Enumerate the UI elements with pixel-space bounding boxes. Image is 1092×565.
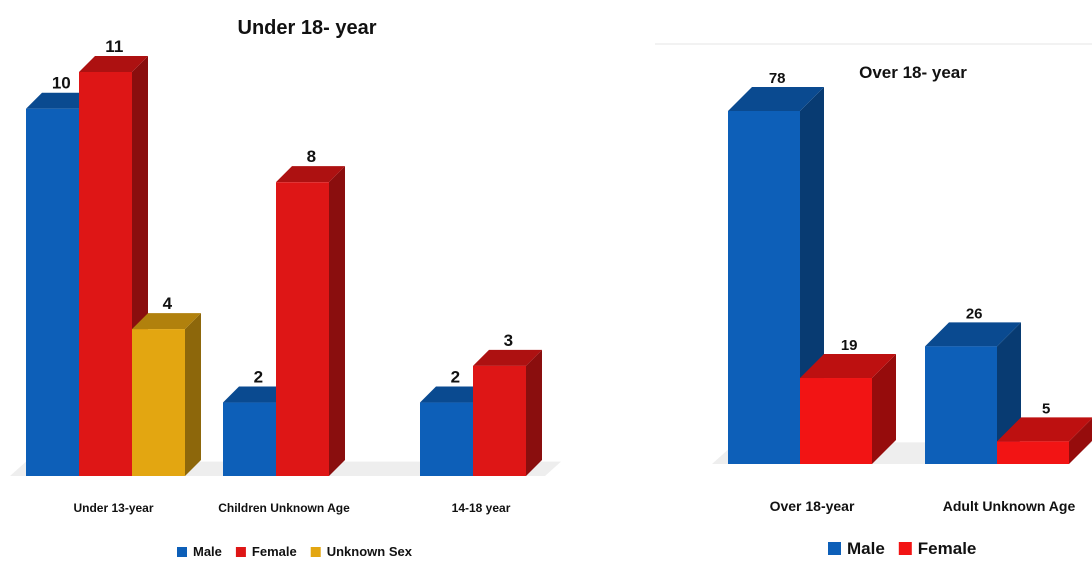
- legend-label: Female: [252, 544, 297, 559]
- bar-value-label: 3: [504, 331, 513, 350]
- bar-side: [872, 354, 896, 464]
- category-label: Over 18-year: [770, 498, 855, 514]
- bar-top: [420, 386, 489, 403]
- legend-item: Male: [828, 539, 885, 558]
- legend-swatch: [828, 542, 841, 555]
- bar-side: [329, 166, 345, 476]
- legend-label: Male: [193, 544, 222, 559]
- bar-top: [223, 386, 292, 403]
- bar-value-label: 11: [105, 37, 123, 56]
- bar-top: [728, 87, 824, 111]
- legend-swatch: [310, 547, 321, 557]
- bar: [800, 378, 872, 464]
- right-category-labels: Over 18-year Adult Unknown Age: [770, 498, 1076, 514]
- legend-item: Female: [898, 539, 977, 558]
- bar: [473, 365, 526, 476]
- bar-top: [132, 313, 201, 330]
- bar: [276, 182, 329, 476]
- bar-side: [526, 349, 542, 476]
- bar-value-label: 19: [841, 337, 858, 354]
- bar-top: [26, 92, 95, 109]
- bar-value-label: 2: [254, 368, 263, 387]
- left-legend: Male Female Unknown Sex: [177, 544, 413, 559]
- legend-item: Unknown Sex: [310, 544, 413, 559]
- bar: [79, 72, 132, 476]
- left-category-labels: Under 13-year Children Unknown Age 14-18 y…: [73, 501, 510, 515]
- category-label: Adult Unknown Age: [943, 498, 1076, 514]
- legend-swatch: [898, 542, 912, 555]
- bar-top: [800, 354, 896, 379]
- legend-label: Male: [847, 539, 885, 558]
- bar-top: [473, 349, 542, 366]
- bar-value-label: 78: [769, 70, 786, 87]
- legend-label: Female: [918, 539, 977, 558]
- right-chart-title: Over 18- year: [859, 63, 967, 82]
- right-legend: Male Female: [828, 539, 976, 558]
- category-label: Children Unknown Age: [218, 501, 350, 515]
- bar: [925, 346, 997, 464]
- bar-side: [185, 313, 201, 476]
- right-chart: Over 18- year 78 19 26 5 Over 18-year Adult …: [712, 63, 1092, 558]
- bar: [132, 329, 185, 476]
- bar-value-label: 10: [52, 74, 71, 93]
- right-bars: 78 19 26 5: [712, 70, 1092, 464]
- bar-group: 26 5: [925, 305, 1092, 464]
- bar: [26, 108, 79, 477]
- legend-item: Female: [235, 544, 297, 559]
- legend-swatch: [235, 547, 246, 557]
- bar-value-label: 26: [966, 305, 983, 322]
- bar-top: [79, 56, 148, 72]
- bar: [997, 441, 1069, 464]
- bar-group: 28: [223, 147, 345, 476]
- bar-top: [276, 166, 345, 183]
- bar: [728, 111, 800, 464]
- legend-swatch: [177, 547, 187, 557]
- legend-item: Male: [177, 544, 222, 559]
- bar-value-label: 5: [1042, 400, 1050, 417]
- category-label: 14-18 year: [452, 501, 511, 515]
- category-label: Under 13-year: [73, 501, 153, 515]
- bar-group: 23: [420, 331, 542, 476]
- bar: [420, 402, 473, 476]
- bar-top: [925, 322, 1021, 347]
- legend-label: Unknown Sex: [327, 544, 413, 559]
- bar-value-label: 2: [451, 368, 460, 387]
- bar-value-label: 8: [307, 147, 316, 166]
- left-chart-title: Under 18- year: [238, 17, 377, 39]
- bar-side: [1069, 418, 1092, 464]
- bar-group: 78 19: [728, 70, 896, 464]
- bar-group: 10 11 4: [26, 37, 201, 477]
- bar-value-label: 4: [163, 294, 173, 313]
- bar-top: [997, 417, 1092, 442]
- bar: [223, 402, 276, 476]
